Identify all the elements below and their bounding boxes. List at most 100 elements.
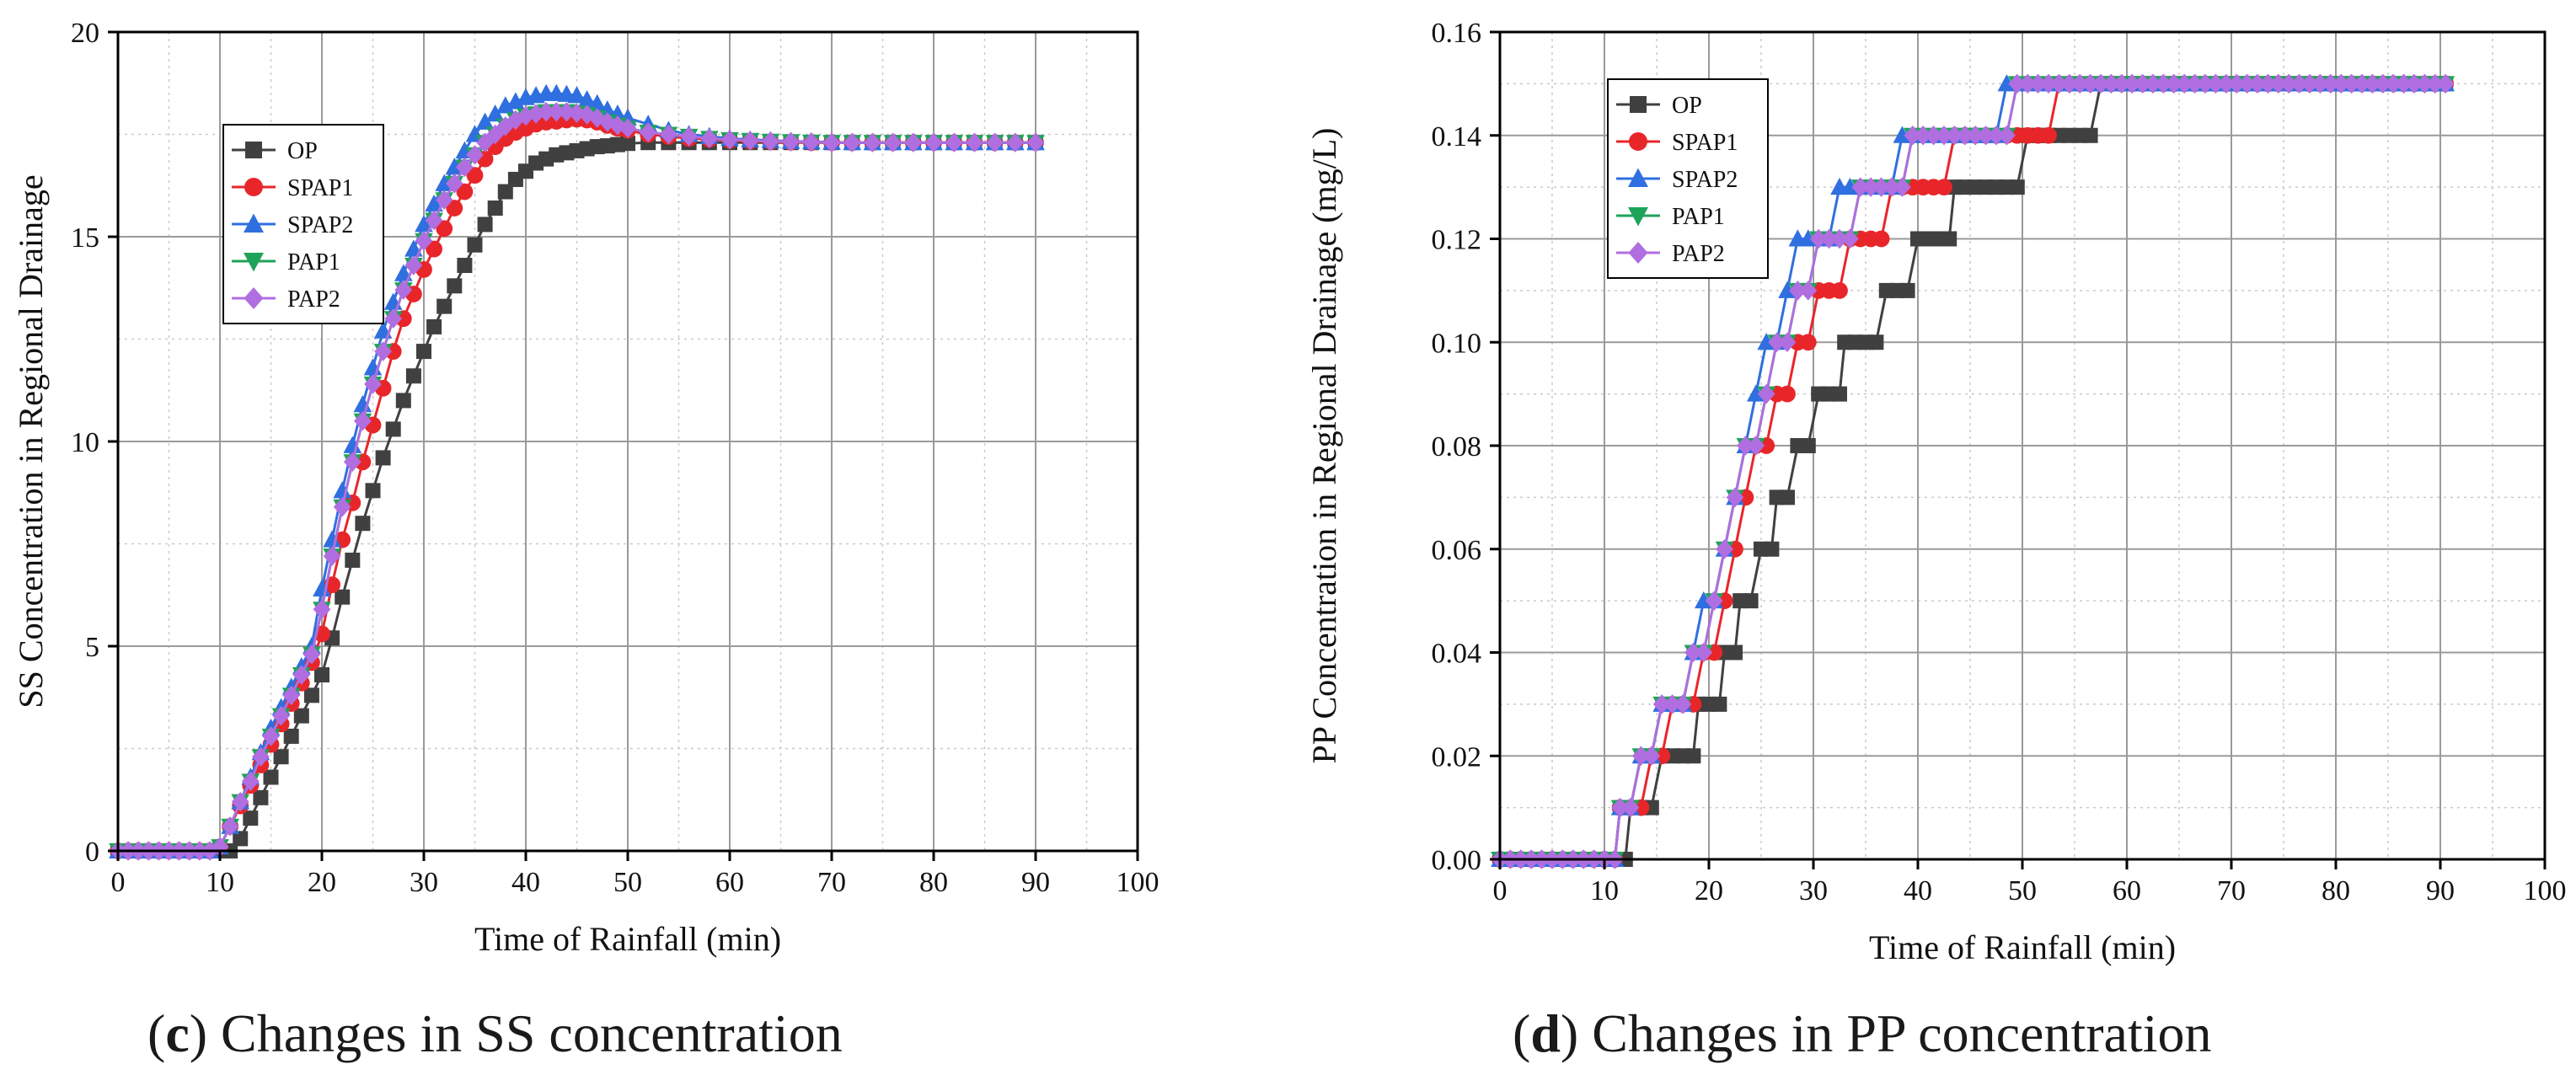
data-point-pap2 xyxy=(1830,228,1849,249)
data-point-pap2 xyxy=(598,112,617,132)
data-point-pap2 xyxy=(404,255,423,275)
data-point-pap2 xyxy=(2091,73,2110,94)
data-point-pap2 xyxy=(303,644,321,665)
data-point-op xyxy=(416,344,431,360)
data-point-spap2 xyxy=(587,94,607,112)
data-point-pap2 xyxy=(1956,126,1974,146)
y-tick-label: 0.12 xyxy=(1432,225,1482,256)
y-tick-label: 10 xyxy=(71,427,99,458)
data-point-pap2 xyxy=(1914,126,1932,146)
data-point-spap2 xyxy=(1747,384,1765,402)
data-point-spap1 xyxy=(426,240,442,258)
data-point-pap2 xyxy=(1998,126,2016,146)
x-tick-label: 40 xyxy=(511,867,540,898)
tick-labels: 0 10 20 30 40 50 60 70 80 90 100 0 5 10 15 20 xyxy=(71,18,1159,898)
data-point-spap2 xyxy=(475,112,495,130)
data-point-pap2 xyxy=(1872,177,1890,197)
data-point-pap2 xyxy=(537,102,555,122)
data-point-pap2 xyxy=(496,116,515,136)
y-tick-label: 0.08 xyxy=(1432,431,1482,463)
data-point-pap2 xyxy=(2060,73,2079,94)
data-point-pap2 xyxy=(822,132,841,152)
y-tick-label: 20 xyxy=(71,18,99,49)
data-point-pap2 xyxy=(568,103,586,123)
data-point-pap2 xyxy=(2248,73,2267,94)
x-tick-label: 0 xyxy=(1493,875,1508,906)
data-point-pap2 xyxy=(1946,126,1963,146)
legend-marker xyxy=(244,178,263,196)
data-point-pap2 xyxy=(415,231,433,251)
data-point-pap2 xyxy=(2134,73,2151,94)
data-point-pap2 xyxy=(1904,126,1922,146)
ss-concentration-chart: 0 10 20 30 40 50 60 70 80 90 100 0 5 10 15 20 Time of Ra… xyxy=(12,18,1159,958)
data-point-pap2 xyxy=(1925,126,1942,146)
data-point-op xyxy=(2009,179,2025,195)
data-point-pap2 xyxy=(2416,73,2434,94)
pp-caption: (d) Changes in PP concentration xyxy=(1513,1003,2212,1065)
data-point-pap2 xyxy=(1705,591,1723,611)
data-point-pap2 xyxy=(2311,73,2329,94)
data-point-op xyxy=(1764,541,1780,557)
data-point-pap2 xyxy=(2081,73,2099,94)
y-tick-label: 0.06 xyxy=(1432,535,1482,566)
y-tick-label: 0.14 xyxy=(1432,121,1482,152)
data-point-pap2 xyxy=(1778,332,1797,352)
data-point-pap2 xyxy=(354,411,372,431)
data-point-op xyxy=(1711,696,1727,712)
data-point-op xyxy=(487,200,503,216)
data-point-pap2 xyxy=(231,791,249,812)
data-point-pap2 xyxy=(527,104,545,124)
data-point-pap2 xyxy=(364,374,382,394)
data-point-pap2 xyxy=(456,157,474,178)
data-point-spap1 xyxy=(1936,179,1952,196)
data-point-pap2 xyxy=(2384,73,2402,94)
data-point-pap2 xyxy=(2300,73,2319,94)
data-point-spap2 xyxy=(425,194,443,212)
data-point-op xyxy=(620,136,635,152)
data-point-pap2 xyxy=(660,124,677,145)
legend-marker xyxy=(1628,168,1648,187)
legend-label: SPAP1 xyxy=(287,175,353,201)
legend-label: OP xyxy=(287,138,318,164)
x-axis-title: Time of Rainfall (min) xyxy=(1869,928,2176,966)
legend-label: PAP1 xyxy=(287,249,340,275)
data-point-op xyxy=(436,298,453,314)
data-point-pap2 xyxy=(2029,73,2047,94)
data-point-op xyxy=(467,237,483,253)
data-point-op xyxy=(233,831,249,847)
data-point-pap2 xyxy=(1632,746,1650,766)
x-tick-label: 90 xyxy=(2426,875,2455,906)
x-tick-label: 20 xyxy=(1695,875,1723,906)
data-point-pap2 xyxy=(445,174,463,194)
data-point-pap2 xyxy=(1642,746,1661,766)
data-point-pap2 xyxy=(700,128,719,149)
data-point-op xyxy=(1832,386,1847,402)
data-point-pap2 xyxy=(282,685,301,706)
data-point-spap1 xyxy=(1799,334,1817,351)
data-point-pap2 xyxy=(1757,383,1775,404)
data-point-spap1 xyxy=(1872,230,1890,248)
data-point-op xyxy=(1685,748,1701,764)
y-tick-label: 0 xyxy=(85,837,99,868)
y-tick-label: 0.02 xyxy=(1432,741,1482,773)
data-point-op xyxy=(2082,127,2098,143)
data-point-pap2 xyxy=(2436,73,2455,94)
caption-open: ( xyxy=(1513,1003,1531,1063)
legend-label: PAP1 xyxy=(1672,204,1725,230)
legend-label: OP xyxy=(1672,93,1702,119)
data-point-pap2 xyxy=(802,132,821,152)
data-point-pap2 xyxy=(762,131,779,152)
data-point-op xyxy=(405,368,421,384)
data-point-pap2 xyxy=(2405,73,2423,94)
data-point-spap1 xyxy=(2040,126,2057,144)
data-point-pap2 xyxy=(1893,177,1911,197)
legend-marker xyxy=(1630,96,1647,113)
x-tick-label: 80 xyxy=(2322,875,2350,906)
data-point-pap2 xyxy=(313,599,331,619)
data-point-pap2 xyxy=(1663,694,1681,714)
data-point-pap2 xyxy=(2113,73,2131,94)
data-point-pap2 xyxy=(2374,73,2392,94)
y-tick-label: 0.16 xyxy=(1432,18,1482,49)
data-point-pap2 xyxy=(1841,228,1859,249)
data-point-pap2 xyxy=(2322,73,2340,94)
